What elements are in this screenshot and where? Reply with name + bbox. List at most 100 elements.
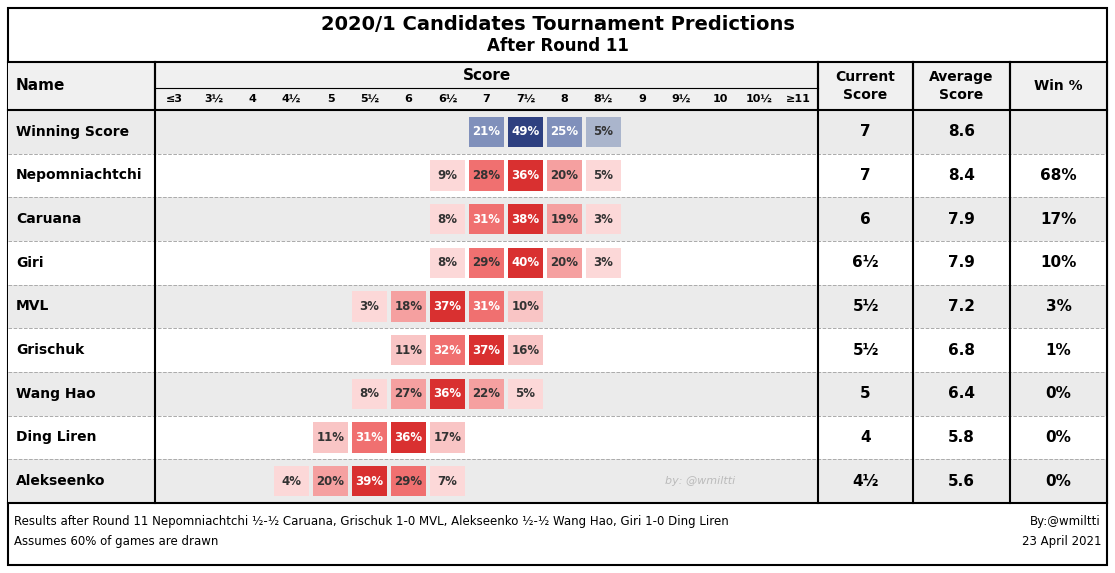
Text: 40%: 40% (512, 256, 540, 269)
Bar (8, 110, 1107, 154)
Bar (430, 291, 465, 322)
Text: 11%: 11% (317, 431, 345, 444)
Text: 8: 8 (561, 94, 569, 104)
Text: Grischuk: Grischuk (16, 343, 85, 357)
Bar (391, 466, 426, 496)
Text: 7.9: 7.9 (948, 256, 975, 270)
Text: 5%: 5% (515, 387, 535, 401)
Bar (469, 248, 504, 278)
Text: Winning Score: Winning Score (16, 125, 129, 139)
Text: 18%: 18% (395, 300, 423, 313)
Text: 7: 7 (860, 124, 871, 139)
Bar (8, 460, 1107, 503)
Text: Name: Name (16, 79, 66, 93)
Bar (547, 204, 582, 234)
Text: 4½: 4½ (282, 94, 301, 104)
Text: 29%: 29% (395, 474, 423, 488)
Text: 19%: 19% (551, 213, 579, 226)
Text: Wang Hao: Wang Hao (16, 387, 96, 401)
Bar (508, 204, 543, 234)
Bar (8, 372, 1107, 415)
Text: ≥11: ≥11 (786, 94, 811, 104)
Text: 10%: 10% (1040, 256, 1077, 270)
Text: 6½: 6½ (438, 94, 457, 104)
Text: 4½: 4½ (852, 474, 879, 489)
Text: 6½: 6½ (852, 256, 879, 270)
Text: 6: 6 (405, 94, 413, 104)
Text: Caruana: Caruana (16, 212, 81, 226)
Text: 20%: 20% (317, 474, 345, 488)
Bar (8, 154, 1107, 197)
Text: 6.8: 6.8 (948, 343, 975, 358)
Text: Win %: Win % (1035, 79, 1083, 93)
Bar (274, 466, 309, 496)
Text: 5%: 5% (593, 169, 613, 182)
Bar (8, 241, 1107, 285)
Text: 39%: 39% (356, 474, 384, 488)
Text: 10½: 10½ (746, 94, 773, 104)
Text: 5.6: 5.6 (948, 474, 975, 489)
Text: 5½: 5½ (852, 343, 879, 358)
Text: 8.6: 8.6 (948, 124, 975, 139)
Text: 3%: 3% (593, 213, 613, 226)
Text: ≤3: ≤3 (166, 94, 183, 104)
Text: 3%: 3% (1046, 299, 1072, 314)
Text: 8½: 8½ (594, 94, 613, 104)
Text: 4: 4 (860, 430, 871, 445)
Text: 4%: 4% (281, 474, 301, 488)
Bar (469, 116, 504, 147)
Bar (313, 422, 348, 453)
Text: 1%: 1% (1046, 343, 1072, 358)
Bar (508, 248, 543, 278)
Bar (391, 291, 426, 322)
Text: 37%: 37% (434, 300, 462, 313)
Text: 5: 5 (327, 94, 334, 104)
Bar (508, 379, 543, 409)
Bar (508, 335, 543, 366)
Text: 37%: 37% (473, 344, 501, 356)
Text: 0%: 0% (1046, 474, 1072, 489)
Text: 6.4: 6.4 (948, 386, 975, 401)
Text: MVL: MVL (16, 300, 49, 313)
Bar (586, 160, 621, 191)
Bar (352, 466, 387, 496)
Bar (430, 466, 465, 496)
Text: 36%: 36% (434, 387, 462, 401)
Text: 9%: 9% (437, 169, 457, 182)
Text: Score: Score (463, 68, 511, 83)
Text: 31%: 31% (356, 431, 384, 444)
Text: 3%: 3% (593, 256, 613, 269)
Bar (508, 160, 543, 191)
Text: 68%: 68% (1040, 168, 1077, 183)
Text: Average
Score: Average Score (929, 70, 993, 101)
Text: 5.8: 5.8 (948, 430, 975, 445)
Text: 5: 5 (860, 386, 871, 401)
Text: Assumes 60% of games are drawn: Assumes 60% of games are drawn (14, 535, 219, 547)
Text: 3%: 3% (359, 300, 379, 313)
Text: 17%: 17% (1040, 211, 1077, 227)
Text: 28%: 28% (473, 169, 501, 182)
Bar (352, 291, 387, 322)
Bar (430, 160, 465, 191)
Text: 49%: 49% (512, 125, 540, 138)
Bar (313, 466, 348, 496)
Bar (391, 422, 426, 453)
Text: 7: 7 (860, 168, 871, 183)
Bar (8, 285, 1107, 328)
Text: 23 April 2021: 23 April 2021 (1021, 535, 1101, 547)
Bar (430, 335, 465, 366)
Bar (430, 204, 465, 234)
Text: 7½: 7½ (516, 94, 535, 104)
Bar (586, 204, 621, 234)
Text: 36%: 36% (395, 431, 423, 444)
Bar (8, 62, 1107, 110)
Text: 7.9: 7.9 (948, 211, 975, 227)
Text: 36%: 36% (512, 169, 540, 182)
Bar (586, 116, 621, 147)
Text: 8%: 8% (359, 387, 379, 401)
Text: 32%: 32% (434, 344, 462, 356)
Bar (469, 335, 504, 366)
Bar (352, 422, 387, 453)
Text: 5½: 5½ (852, 299, 879, 314)
Text: 10: 10 (712, 94, 728, 104)
